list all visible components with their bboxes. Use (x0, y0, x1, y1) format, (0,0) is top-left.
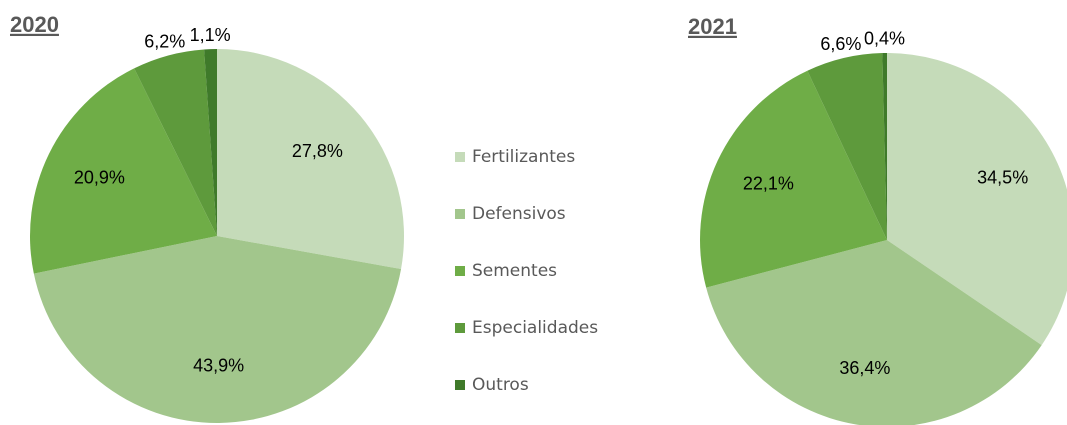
pie-slice: Defensivos (706, 240, 1042, 425)
data-label: 1,1% (190, 25, 231, 45)
data-label: 0,4% (864, 29, 905, 49)
pie-slice: Fertilizantes (887, 53, 1067, 346)
data-label: 27,8% (292, 141, 343, 161)
data-label: 36,4% (839, 358, 890, 378)
legend-label: Defensivos (472, 204, 566, 224)
pie-slice (217, 49, 404, 270)
legend-label: Outros (472, 375, 529, 395)
pie-slice: Outros (882, 53, 887, 240)
legend-swatch (455, 323, 465, 333)
legend-label: Fertilizantes (472, 147, 575, 167)
chart-title: 2020 (10, 12, 59, 37)
pie-slice (134, 49, 217, 236)
pie-slice (204, 49, 217, 236)
legend-swatch (455, 152, 465, 162)
data-label: 6,6% (820, 34, 861, 54)
legend-label: Especialidades (472, 318, 598, 338)
pie-slice: Sementes (700, 70, 887, 288)
pie-slice (33, 236, 402, 424)
data-label: 6,2% (144, 32, 185, 52)
data-label: 20,9% (74, 167, 125, 187)
pie-slice (30, 68, 218, 274)
pie-slice: Especialidades (807, 53, 887, 241)
data-label: 22,1% (743, 173, 794, 193)
legend-swatch (455, 380, 465, 390)
legend-label: Sementes (472, 261, 557, 281)
chart-title: 2021 (688, 14, 737, 39)
legend-swatch (455, 209, 465, 219)
data-label: 34,5% (977, 167, 1028, 187)
legend-swatch (455, 266, 465, 276)
data-label: 43,9% (193, 356, 244, 376)
